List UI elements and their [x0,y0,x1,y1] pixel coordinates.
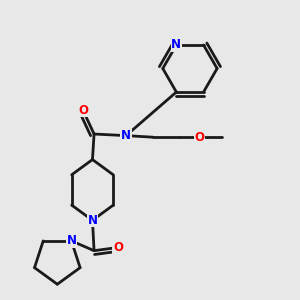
Text: O: O [113,241,123,254]
Text: O: O [78,103,88,117]
Text: N: N [171,38,182,52]
Text: O: O [194,131,205,144]
Text: N: N [88,214,98,227]
Text: N: N [121,129,131,142]
Text: N: N [66,234,76,248]
